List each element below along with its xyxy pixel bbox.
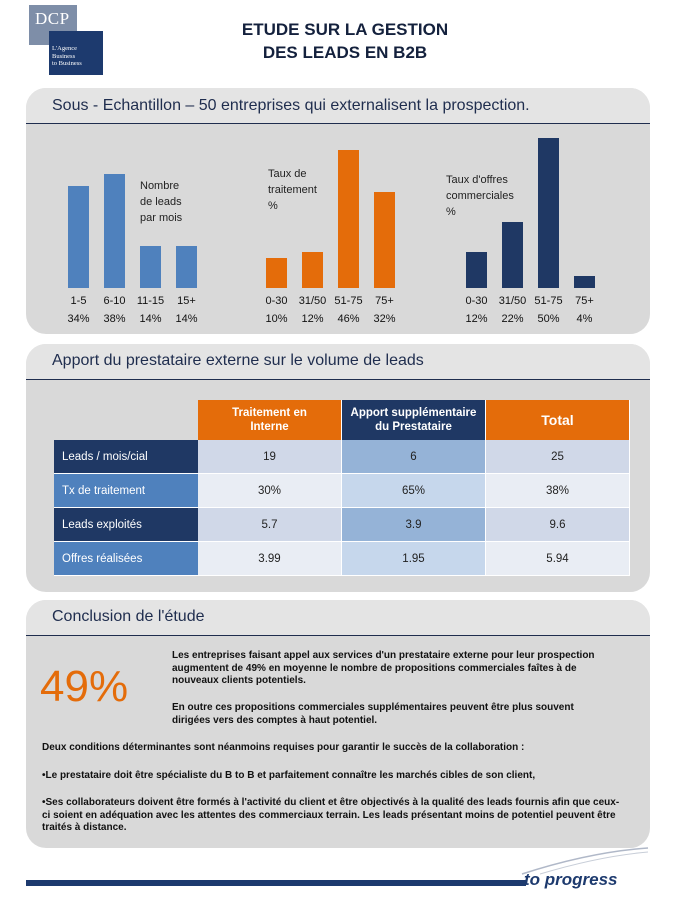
chart-3-bar-51-75 [538,138,559,288]
chart-1-bar-11-15 [140,246,161,288]
chart-2-bar-31/50 [302,252,323,288]
chart-1-category-label: 11-15 [136,295,165,307]
conclusion-text-5: •Ses collaborateurs doivent être formés … [42,797,620,833]
chart-3-bar-31/50 [502,222,523,288]
table-row: Offres réalisées 3.99 1.95 5.94 [54,542,630,576]
apport-table: Traitement en Interne Apport supplémenta… [54,400,630,576]
conclusion-text-2: En outre ces propositions commerciales s… [172,702,574,726]
conclusion-text-3: Deux conditions déterminantes sont néanm… [42,742,525,753]
chart-2-category-label: 0-30 [265,295,288,307]
chart-1-value-label: 14% [139,313,162,325]
conclusion-heading: Conclusion de l'étude [52,608,205,625]
chart-title-1: Nombre de leads par mois [140,180,183,224]
chart-1-bar-1-5 [68,186,89,288]
chart-1-bar-15+ [176,246,197,288]
chart-2-category-label: 75+ [375,295,394,307]
brand-logo-text: to progress [524,870,618,889]
chart-3-category-label: 31/50 [498,295,527,307]
table-row: Leads / mois/cial 19 6 25 [54,440,630,474]
page-title: ETUDE SUR LA GESTION DES LEADS EN B2B [241,20,449,62]
chart-2-bar-51-75 [338,150,359,288]
chart-3-value-label: 50% [537,313,560,325]
highlight-percentage: 49% [40,662,129,711]
col-interne-header: Traitement en Interne [198,400,342,440]
chart-2-value-label: 46% [337,313,360,325]
chart-2-bar-75+ [374,192,395,288]
chart-title-3: Taux d'offres commerciales% [446,174,514,218]
conclusion-text-4: •Le prestataire doit être spécialiste du… [42,770,536,781]
chart-2-value-label: 10% [265,313,288,325]
dcp-logo: DCP L'Agence Business to Business [29,5,103,75]
table-header-row: Traitement en Interne Apport supplémenta… [54,400,630,440]
chart-1-category-label: 6-10 [103,295,126,307]
apport-heading: Apport du prestataire externe sur le vol… [52,352,424,369]
chart-3-bar-75+ [574,276,595,288]
chart-3-category-label: 0-30 [465,295,488,307]
chart-3-category-label: 51-75 [534,295,563,307]
logo-name: DCP [35,9,70,28]
footer-line [26,880,526,886]
table-row: Leads exploités 5.7 3.9 9.6 [54,508,630,542]
chart-1-bar-6-10 [104,174,125,288]
conclusion-panel: Conclusion de l'étude [26,600,650,848]
chart-3-value-label: 4% [576,313,593,325]
chart-2-value-label: 32% [373,313,396,325]
chart-1-category-label: 1-5 [70,295,87,307]
col-apport-header: Apport supplémentaire du Prestataire [342,400,486,440]
chart-3-bar-0-30 [466,252,487,288]
table-row: Tx de traitement 30% 65% 38% [54,474,630,508]
chart-title-2: Taux de traitement% [268,168,317,212]
brand-swoosh [521,847,649,875]
chart-2-category-label: 51-75 [334,295,363,307]
chart-1-category-label: 15+ [177,295,196,307]
chart-1-value-label: 34% [67,313,90,325]
conclusion-text-1: Les entreprises faisant appel aux servic… [172,650,595,686]
chart-2-value-label: 12% [301,313,324,325]
chart-3-value-label: 22% [501,313,524,325]
chart-2-category-label: 31/50 [298,295,327,307]
chart-2-bar-0-30 [266,258,287,288]
chart-1-value-label: 38% [103,313,126,325]
chart-3-category-label: 75+ [575,295,594,307]
logo-tagline: L'Agence Business to Business [52,45,82,67]
chart-1-value-label: 14% [175,313,198,325]
sample-heading: Sous - Echantillon – 50 entreprises qui … [52,97,530,114]
chart-3-value-label: 12% [465,313,488,325]
col-total-header: Total [486,400,630,440]
